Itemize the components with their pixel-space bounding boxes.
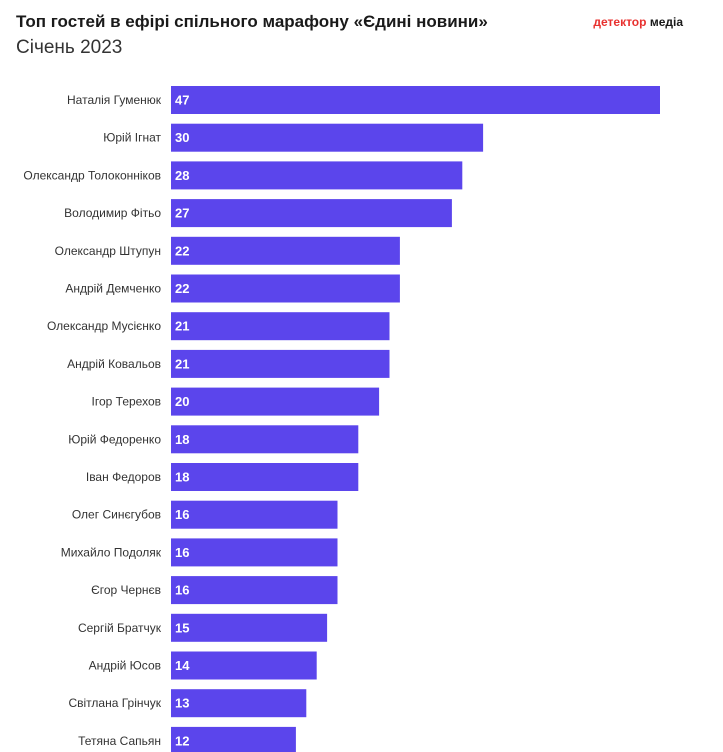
logo-text-part2: медіа (649, 15, 683, 29)
logo-text-part1: детектор (593, 15, 647, 29)
bar (171, 576, 338, 605)
bar (171, 123, 484, 152)
brand-logo[interactable]: детектор медіа (593, 15, 683, 29)
category-label: Олександр Мусієнко (47, 319, 161, 333)
value-label: 18 (175, 432, 189, 447)
bar (171, 86, 660, 114)
value-label: 16 (175, 583, 189, 598)
bar (171, 651, 317, 680)
bar (171, 387, 380, 416)
value-label: 20 (175, 394, 189, 409)
value-label: 28 (175, 168, 189, 183)
chart-title: Топ гостей в ефірі спільного марафону «Є… (16, 12, 488, 31)
category-label: Андрій Демченко (65, 282, 161, 296)
value-label: 15 (175, 620, 189, 635)
category-label: Володимир Фітьо (64, 206, 161, 220)
bar (171, 236, 400, 265)
category-label: Юрій Федоренко (68, 432, 161, 446)
bar (171, 199, 452, 228)
bar (171, 613, 328, 642)
bar (171, 726, 296, 752)
value-label: 16 (175, 545, 189, 560)
category-label: Ігор Терехов (92, 395, 161, 409)
category-label: Олександр Штупун (55, 244, 161, 258)
value-label: 16 (175, 507, 189, 522)
category-label: Світлана Грінчук (68, 696, 161, 710)
bar (171, 274, 400, 303)
category-label: Тетяна Сапьян (78, 734, 161, 748)
value-label: 21 (175, 356, 189, 371)
category-label: Наталія Гуменюк (67, 93, 162, 107)
value-label: 12 (175, 733, 189, 748)
value-label: 27 (175, 206, 189, 221)
value-label: 21 (175, 319, 189, 334)
category-label: Михайло Подоляк (61, 545, 162, 559)
bar (171, 500, 338, 529)
category-label: Олександр Толоконніков (23, 168, 161, 182)
category-label: Єгор Чернєв (91, 583, 161, 597)
bar (171, 161, 463, 190)
category-label: Андрій Ковальов (67, 357, 161, 371)
value-label: 22 (175, 281, 189, 296)
bar (171, 425, 359, 454)
value-label: 47 (175, 93, 189, 108)
value-label: 22 (175, 243, 189, 258)
bar (171, 349, 390, 378)
bar (171, 463, 359, 491)
value-label: 13 (175, 696, 189, 711)
bar (171, 312, 390, 341)
value-label: 18 (175, 470, 189, 485)
category-label: Юрій Ігнат (103, 131, 161, 145)
category-label: Іван Федоров (86, 470, 161, 484)
category-label: Сергій Братчук (78, 621, 162, 635)
bar (171, 689, 307, 718)
category-label: Олег Синєгубов (72, 508, 161, 522)
value-label: 30 (175, 130, 189, 145)
chart-subtitle: Січень 2023 (16, 37, 123, 58)
category-label: Андрій Юсов (89, 659, 161, 673)
bar (171, 538, 338, 567)
value-label: 14 (175, 658, 190, 673)
